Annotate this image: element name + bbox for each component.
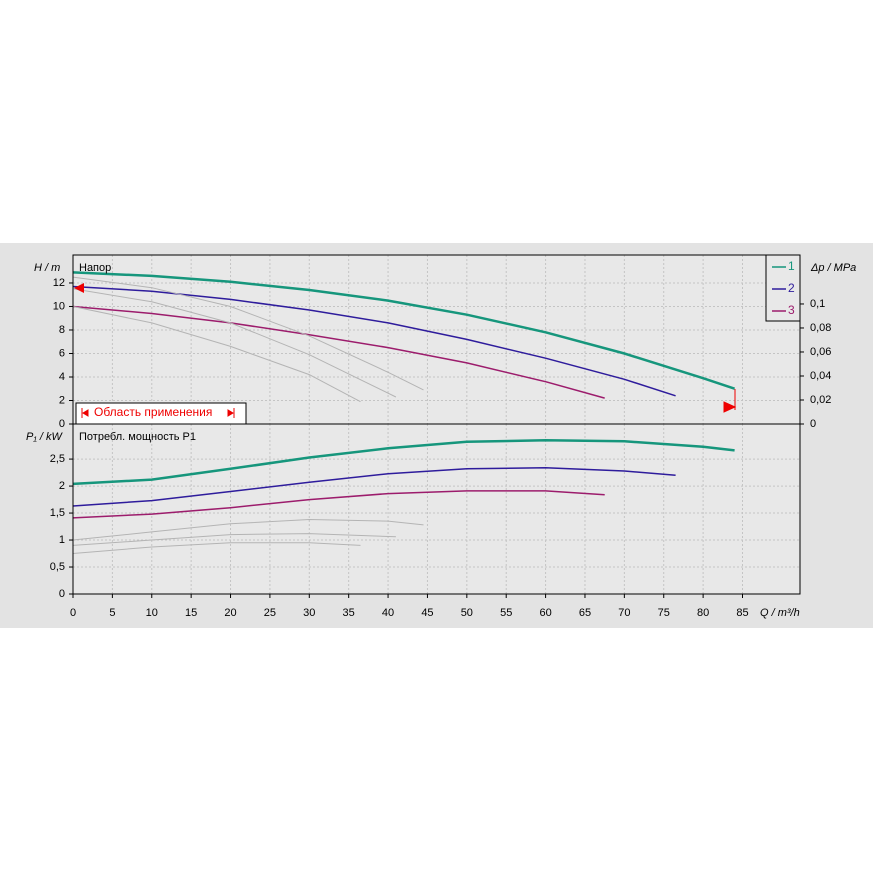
marker-right	[723, 389, 737, 413]
y2-tick-label: 0,06	[810, 346, 831, 358]
y2-tick-label: 0,08	[810, 322, 831, 334]
legend-label: 3	[788, 303, 795, 317]
curve	[72, 438, 735, 486]
y-tick-label: 10	[53, 300, 65, 312]
x-tick-label: 55	[500, 607, 512, 619]
curve	[72, 305, 605, 399]
x-tick-label: 75	[658, 607, 670, 619]
panel-title: Потребл. мощность P1	[79, 431, 196, 443]
x-tick-label: 85	[736, 607, 748, 619]
panel-title: Напор	[79, 262, 111, 274]
range-box	[75, 402, 247, 425]
curve	[72, 518, 424, 541]
y-tick-label: 2	[59, 394, 65, 406]
y-tick-label: 4	[59, 371, 65, 383]
curve	[72, 533, 396, 546]
range-arrows	[81, 408, 235, 418]
x-tick-label: 40	[382, 607, 394, 619]
y-axis-label: P₁ / kW	[26, 431, 63, 443]
x-tick-label: 5	[109, 607, 115, 619]
x-axis-label: Q / m³/h	[760, 607, 800, 619]
y-tick-label: 12	[53, 277, 65, 289]
x-tick-label: 60	[539, 607, 551, 619]
x-tick-label: 0	[70, 607, 76, 619]
y-tick-label: 2,5	[50, 453, 65, 465]
legend-label: 1	[788, 259, 795, 273]
curve	[72, 542, 361, 554]
y-tick-label: 0	[59, 418, 65, 430]
x-tick-label: 30	[303, 607, 315, 619]
y2-tick-label: 0,04	[810, 370, 831, 382]
x-tick-label: 15	[185, 607, 197, 619]
x-tick-label: 80	[697, 607, 709, 619]
marker-left	[74, 283, 84, 293]
y-tick-label: 0,5	[50, 561, 65, 573]
y-tick-label: 8	[59, 324, 65, 336]
y2-tick-label: 0,02	[810, 394, 831, 406]
y-tick-label: 0	[59, 588, 65, 600]
curve	[72, 276, 424, 391]
range-label: Область применения	[94, 405, 212, 419]
legend-items: 1 2 3	[772, 259, 795, 317]
y-tick-label: 1,5	[50, 507, 65, 519]
x-tick-label: 50	[461, 607, 473, 619]
x-tick-label: 45	[421, 607, 433, 619]
y-tick-label: 2	[59, 480, 65, 492]
curve	[72, 490, 605, 519]
legend-label: 2	[788, 281, 795, 295]
y2-tick-label: 0,1	[810, 298, 825, 310]
y2-axis-label: Δp / MPa	[810, 262, 856, 274]
x-tick-label: 65	[579, 607, 591, 619]
curve	[72, 466, 676, 507]
y2-tick-label: 0	[810, 418, 816, 430]
curve	[72, 271, 735, 390]
curves	[72, 271, 735, 554]
x-tick-label: 10	[146, 607, 158, 619]
x-tick-label: 35	[343, 607, 355, 619]
legend	[765, 254, 801, 322]
x-tick-label: 25	[264, 607, 276, 619]
curve	[72, 288, 397, 398]
x-tick-label: 20	[224, 607, 236, 619]
curve	[72, 306, 361, 403]
y-tick-label: 6	[59, 347, 65, 359]
y-axis-label: H / m	[34, 262, 60, 274]
x-tick-label: 70	[618, 607, 630, 619]
y-tick-label: 1	[59, 534, 65, 546]
